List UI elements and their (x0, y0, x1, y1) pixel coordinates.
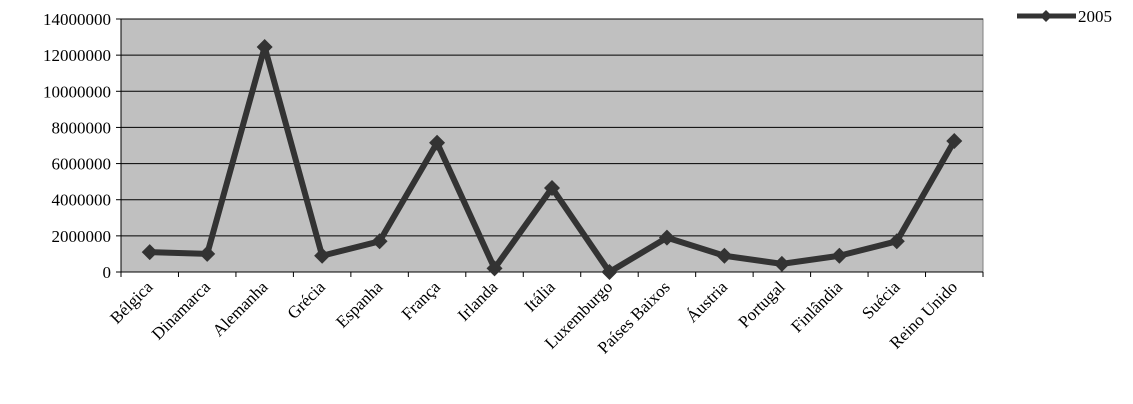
x-tick-label: Finlândia (787, 277, 846, 336)
legend-label: 2005 (1078, 7, 1112, 26)
data-point (314, 247, 331, 264)
data-point (371, 233, 388, 250)
x-tick-label: Suécia (858, 277, 904, 323)
y-tick-label: 12000000 (43, 46, 111, 65)
data-point (888, 233, 905, 250)
data-point (601, 264, 618, 280)
data-point (716, 247, 733, 264)
x-tick-label: Irlanda (454, 277, 502, 325)
x-tick-label: Áustria (682, 277, 731, 326)
x-tick-label: Dinamarca (148, 277, 214, 343)
x-tick-label: Itália (521, 277, 559, 315)
data-point (544, 179, 560, 196)
legend: 2005 (1017, 7, 1112, 26)
y-tick-label: 6000000 (52, 155, 112, 174)
x-tick-label: Bélgica (106, 277, 156, 327)
x-tick-label: Portugal (735, 277, 789, 331)
x-tick-label: Espanha (332, 277, 386, 331)
data-point (256, 39, 273, 56)
data-point (946, 132, 963, 149)
data-point (429, 134, 446, 151)
series (141, 39, 963, 280)
data-point (199, 245, 216, 262)
legend-diamond-marker (1040, 10, 1052, 22)
y-tick-label: 4000000 (52, 191, 112, 210)
y-tick-label: 14000000 (43, 10, 111, 29)
data-point (141, 244, 158, 261)
x-tick-label: Alemanha (209, 277, 272, 340)
data-point (831, 247, 848, 264)
y-tick-label: 10000000 (43, 82, 111, 101)
x-tick-label: Grécia (283, 277, 329, 323)
y-tick-label: 8000000 (52, 118, 112, 137)
x-tick-label: França (398, 277, 444, 323)
data-point (658, 229, 675, 246)
y-tick-label: 2000000 (52, 227, 112, 246)
axes (116, 18, 984, 277)
data-point (486, 260, 503, 277)
y-axis-tick-labels: 0 2000000 4000000 6000000 8000000 10000000 120… (43, 10, 111, 282)
y-tick-label: 0 (103, 263, 112, 282)
plot-area (120, 18, 984, 273)
data-point (773, 255, 790, 272)
